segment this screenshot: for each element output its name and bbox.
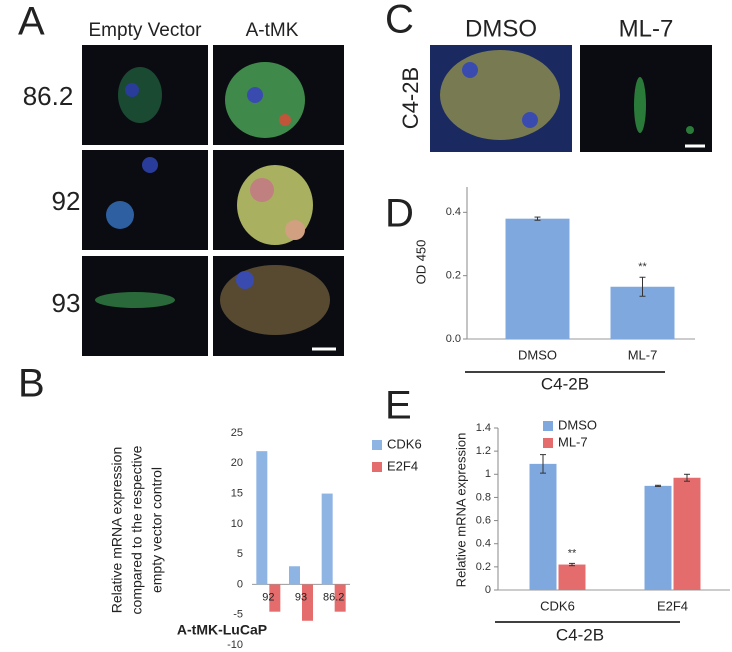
row-label: 86.2 [23,81,74,111]
bar [321,493,333,585]
bar [334,584,346,612]
panel-label: B [18,362,45,406]
x-tick-label: 93 [295,591,307,603]
y-axis-label: empty vector control [149,467,165,593]
x-tick-label: 86.2 [323,591,344,603]
y-axis-label: Relative mRNA expression [109,447,125,614]
y-tick-label: 25 [231,427,243,439]
panel-label: D [385,192,414,236]
legend-label: E2F4 [387,458,418,473]
y-tick-label: 20 [231,457,243,469]
y-tick-label: 0.0 [446,333,461,345]
column-heading: A-tMK [246,20,299,41]
x-tick-label: 92 [262,591,274,603]
y-tick-label: 0.2 [446,270,461,282]
y-tick-label: -10 [227,639,243,651]
x-tick-label: CDK6 [540,598,575,613]
row-label: C4-2B [398,67,423,129]
y-tick-label: 0.2 [476,561,491,573]
bar [302,584,313,621]
y-tick-label: 1 [485,468,491,480]
bar [644,485,672,590]
y-axis-label: Relative mRNA expression [453,433,468,588]
panel-label: C [385,0,414,42]
column-heading: ML-7 [619,15,674,42]
y-tick-label: 10 [231,518,243,530]
y-tick-label: 1.2 [476,445,491,457]
legend-swatch [372,462,382,472]
y-tick-label: 0 [237,578,243,590]
row-label: 92 [52,186,81,216]
bar [673,477,701,590]
row-label: 93 [52,288,81,318]
y-tick-label: 15 [231,487,243,499]
legend-swatch [543,421,553,431]
y-tick-label: 0 [485,584,491,596]
annotation: ** [638,261,647,273]
legend-label: ML-7 [558,434,588,449]
panel-label: E [385,384,412,428]
y-tick-label: -5 [233,609,243,621]
panel-label: A [18,0,45,44]
x-axis-label: C4-2B [541,374,589,393]
y-tick-label: 0.6 [476,514,491,526]
annotation: ** [568,547,577,559]
micrographs [82,45,712,356]
bar [269,584,281,612]
x-tick-label: E2F4 [657,598,688,613]
bar [289,566,300,585]
y-tick-label: 0.4 [476,538,491,550]
x-axis-label: C4-2B [556,625,604,644]
bar [505,218,570,339]
legend-swatch [372,440,382,450]
column-heading: DMSO [465,15,537,42]
bar [529,463,557,590]
bar [558,564,586,590]
legend-label: DMSO [558,417,597,432]
legend-label: CDK6 [387,436,422,451]
bar [256,451,268,585]
y-tick-label: 0.8 [476,491,491,503]
x-axis-label: A-tMK-LuCaP [177,622,267,638]
column-heading: Empty Vector [89,20,203,41]
y-axis-label: OD 450 [413,240,428,285]
y-tick-label: 0.4 [446,206,461,218]
x-tick-label: DMSO [518,347,557,362]
x-tick-label: ML-7 [628,347,658,362]
y-tick-label: 5 [237,548,243,560]
y-axis-label: compared to the respective [129,445,145,614]
y-tick-label: 1.4 [476,422,491,434]
legend-swatch [543,438,553,448]
